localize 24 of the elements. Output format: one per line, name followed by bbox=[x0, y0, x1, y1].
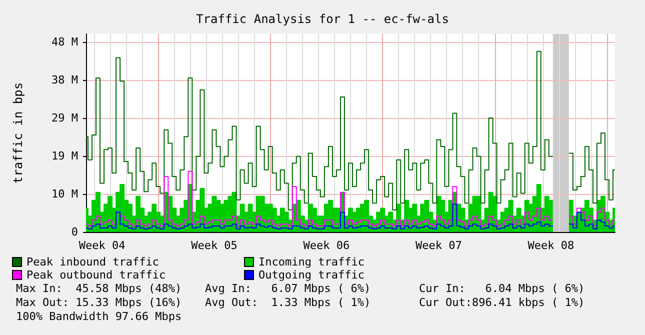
y-tick-label: 48 M bbox=[52, 35, 78, 48]
text: Avg In: 6.07 Mbps ( 6%) bbox=[205, 282, 371, 295]
text: Cur Out:896.41 kbps ( 1%) bbox=[419, 296, 585, 309]
text: Max In: 45.58 Mbps (48%) bbox=[16, 282, 182, 295]
y-tick-label: 0 bbox=[71, 226, 78, 238]
legend-label: Incoming traffic bbox=[258, 256, 364, 268]
text: Avg Out: 1.33 Mbps ( 1%) bbox=[205, 296, 371, 309]
y-axis-title: traffic in bps bbox=[11, 82, 25, 184]
y-tick-label: 19 M bbox=[52, 149, 78, 162]
x-tick-label: Week 06 bbox=[303, 239, 350, 252]
x-tick-label: Week 08 bbox=[528, 239, 574, 252]
text: Max Out: 15.33 Mbps (16%) bbox=[16, 296, 182, 309]
text: Cur In: 6.04 Mbps ( 6%) bbox=[419, 282, 585, 295]
y-tick-label: 38 M bbox=[52, 73, 78, 86]
legend-label: Peak outbound traffic bbox=[26, 268, 166, 282]
y-tick-label: 10 M bbox=[52, 187, 78, 200]
chart-title: Traffic Analysis for 1 -- ec-fw-als bbox=[196, 12, 449, 26]
legend-label: Peak inbound traffic bbox=[26, 256, 159, 268]
legend-label: Outgoing traffic bbox=[258, 268, 364, 282]
y-tick-label: 29 M bbox=[52, 111, 78, 124]
x-tick-label: Week 05 bbox=[191, 239, 238, 252]
x-tick-label: Week 07 bbox=[415, 239, 462, 252]
x-tick-label: Week 04 bbox=[78, 239, 126, 252]
text: 100% Bandwidth 97.66 Mbps bbox=[16, 310, 182, 323]
